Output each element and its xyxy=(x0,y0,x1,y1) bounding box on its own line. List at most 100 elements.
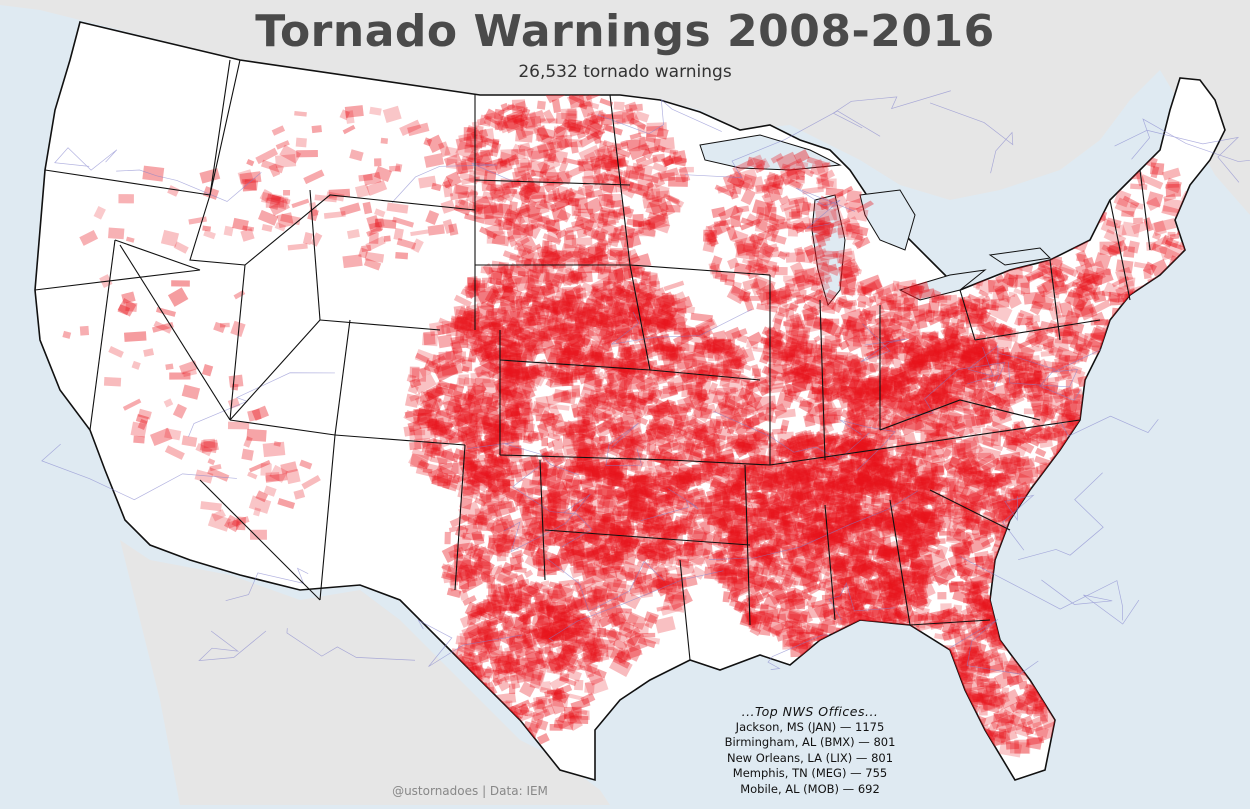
warning-polygon xyxy=(834,592,847,600)
warning-polygon xyxy=(744,465,755,473)
warning-polygon xyxy=(616,607,632,614)
warning-polygon xyxy=(522,503,535,514)
warning-polygon xyxy=(721,500,744,514)
warning-polygon xyxy=(767,492,775,500)
warning-polygon xyxy=(789,613,808,624)
warning-polygon xyxy=(840,471,863,480)
warning-polygon xyxy=(814,542,833,556)
warning-polygon xyxy=(859,562,870,572)
warning-polygon xyxy=(791,460,806,474)
great-lakes xyxy=(699,134,1052,307)
warning-polygon xyxy=(775,521,791,533)
warning-polygon xyxy=(788,528,811,543)
warning-polygon xyxy=(658,423,668,430)
warning-polygon xyxy=(803,502,820,510)
warning-polygon xyxy=(897,503,911,510)
warning-polygon xyxy=(855,589,878,606)
warning-polygon xyxy=(876,543,898,563)
warning-polygon xyxy=(805,561,823,577)
warning-polygon xyxy=(866,447,891,464)
lake-ontario xyxy=(988,247,1052,266)
warning-polygon xyxy=(857,439,873,450)
warning-polygon xyxy=(864,478,877,488)
warning-polygon xyxy=(829,534,852,546)
warning-polygon xyxy=(585,447,607,456)
warning-polygon xyxy=(720,496,743,513)
warning-polygon xyxy=(822,555,846,569)
warning-polygon xyxy=(852,472,865,482)
warning-polygon xyxy=(853,472,861,484)
warning-polygon xyxy=(912,486,935,496)
warning-polygon xyxy=(760,603,770,614)
warning-polygon xyxy=(894,504,911,522)
warning-polygon xyxy=(1005,436,1017,446)
warning-polygon xyxy=(767,449,781,463)
warning-polygon xyxy=(771,483,789,491)
warning-polygon xyxy=(851,558,867,573)
warning-polygon xyxy=(537,558,560,572)
warning-polygon xyxy=(467,514,488,526)
warning-polygon xyxy=(846,459,863,473)
warning-polygon xyxy=(876,543,895,562)
warning-polygon xyxy=(741,511,754,522)
warning-polygon xyxy=(853,601,867,617)
warning-polygon xyxy=(841,576,853,586)
warning-polygon xyxy=(870,491,881,500)
warning-polygon xyxy=(724,534,745,545)
warning-polygon xyxy=(862,597,877,607)
warning-polygon xyxy=(768,580,787,599)
warning-polygon xyxy=(804,548,828,565)
warning-polygon xyxy=(672,150,688,165)
warning-polygon xyxy=(814,497,824,507)
warning-polygon xyxy=(808,519,821,533)
warning-polygon xyxy=(772,428,784,435)
warning-polygon xyxy=(963,408,976,420)
warning-polygon xyxy=(730,590,739,603)
warning-polygon xyxy=(879,463,894,478)
warning-polygon xyxy=(799,508,812,519)
warning-polygon xyxy=(750,465,761,479)
warning-polygon xyxy=(768,504,791,521)
warning-polygon xyxy=(843,480,854,492)
warning-polygon xyxy=(809,570,822,583)
warning-polygon xyxy=(733,600,746,614)
warning-polygon xyxy=(819,576,837,585)
warning-polygon xyxy=(780,620,794,630)
warning-polygon xyxy=(887,482,900,497)
warning-polygon xyxy=(850,499,861,506)
warning-polygon xyxy=(800,609,814,624)
warning-polygon xyxy=(678,351,694,361)
warning-polygon xyxy=(653,137,675,151)
warning-polygon xyxy=(924,564,942,577)
warning-polygon xyxy=(881,502,891,513)
warning-polygon xyxy=(802,583,812,594)
warning-polygon xyxy=(812,507,825,523)
warning-polygon xyxy=(781,639,791,650)
warning-polygon xyxy=(815,427,830,441)
warning-polygon xyxy=(875,608,899,627)
warning-polygon xyxy=(799,573,819,589)
warning-polygon xyxy=(780,451,802,457)
warning-polygon xyxy=(814,526,824,539)
warning-polygon xyxy=(728,539,744,547)
warning-polygon xyxy=(885,590,905,603)
warning-polygon xyxy=(805,622,829,637)
warning-polygon xyxy=(836,504,854,511)
warning-polygon xyxy=(898,573,918,588)
warning-polygon xyxy=(728,569,746,579)
warning-polygon xyxy=(871,459,882,472)
warning-polygon xyxy=(669,456,679,467)
warning-polygon xyxy=(788,639,803,648)
warning-polygon xyxy=(837,606,857,619)
warning-polygon xyxy=(819,511,831,523)
warning-polygon xyxy=(839,476,857,486)
warning-polygon xyxy=(750,479,757,490)
warning-polygon xyxy=(874,516,898,532)
warning-polygon xyxy=(598,174,610,182)
warning-polygon xyxy=(891,582,905,594)
warning-polygon xyxy=(734,484,746,489)
warning-polygon xyxy=(760,567,768,580)
warning-polygon xyxy=(880,559,898,572)
warning-polygon xyxy=(855,540,872,556)
